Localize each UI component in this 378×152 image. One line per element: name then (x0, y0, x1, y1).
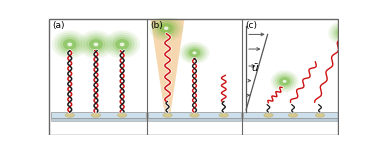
Ellipse shape (180, 42, 209, 64)
Ellipse shape (160, 23, 173, 33)
Text: ū: ū (251, 62, 258, 73)
Ellipse shape (91, 113, 101, 117)
Ellipse shape (65, 113, 74, 117)
Ellipse shape (54, 33, 85, 56)
Ellipse shape (283, 80, 287, 83)
Ellipse shape (337, 28, 349, 38)
Ellipse shape (277, 75, 292, 87)
Ellipse shape (57, 35, 82, 54)
Ellipse shape (63, 39, 77, 50)
Ellipse shape (112, 37, 132, 52)
Ellipse shape (93, 43, 98, 46)
Ellipse shape (115, 39, 129, 50)
Ellipse shape (120, 43, 124, 46)
Ellipse shape (189, 49, 200, 57)
Ellipse shape (192, 51, 197, 54)
Ellipse shape (273, 72, 296, 91)
Ellipse shape (157, 21, 175, 35)
Ellipse shape (335, 26, 351, 39)
Ellipse shape (84, 35, 108, 54)
Text: (c): (c) (245, 21, 257, 29)
Ellipse shape (52, 30, 88, 58)
Ellipse shape (60, 37, 79, 52)
Ellipse shape (182, 44, 207, 62)
Ellipse shape (279, 77, 290, 86)
Ellipse shape (186, 47, 203, 59)
Ellipse shape (163, 113, 172, 117)
Ellipse shape (288, 113, 298, 117)
Ellipse shape (271, 70, 299, 92)
Ellipse shape (107, 33, 137, 56)
Ellipse shape (155, 19, 178, 37)
Ellipse shape (86, 37, 105, 52)
Ellipse shape (118, 113, 127, 117)
Ellipse shape (184, 45, 205, 60)
FancyBboxPatch shape (51, 112, 146, 118)
Ellipse shape (219, 113, 228, 117)
FancyBboxPatch shape (147, 118, 242, 121)
Ellipse shape (81, 33, 111, 56)
FancyBboxPatch shape (147, 112, 242, 118)
Ellipse shape (164, 26, 169, 30)
Ellipse shape (315, 113, 325, 117)
Ellipse shape (275, 74, 294, 89)
Ellipse shape (78, 30, 114, 58)
Ellipse shape (330, 23, 356, 43)
Text: (a): (a) (52, 21, 65, 29)
Text: (b): (b) (150, 21, 163, 29)
Ellipse shape (149, 15, 183, 41)
Ellipse shape (328, 21, 358, 45)
Ellipse shape (67, 43, 72, 46)
Ellipse shape (341, 31, 345, 35)
FancyBboxPatch shape (51, 118, 146, 121)
Ellipse shape (333, 25, 353, 41)
Ellipse shape (89, 39, 103, 50)
Ellipse shape (190, 113, 199, 117)
Ellipse shape (152, 17, 181, 39)
FancyBboxPatch shape (243, 112, 338, 118)
Ellipse shape (104, 30, 140, 58)
FancyBboxPatch shape (243, 118, 338, 121)
Ellipse shape (110, 35, 135, 54)
Ellipse shape (264, 113, 273, 117)
Polygon shape (150, 19, 184, 112)
